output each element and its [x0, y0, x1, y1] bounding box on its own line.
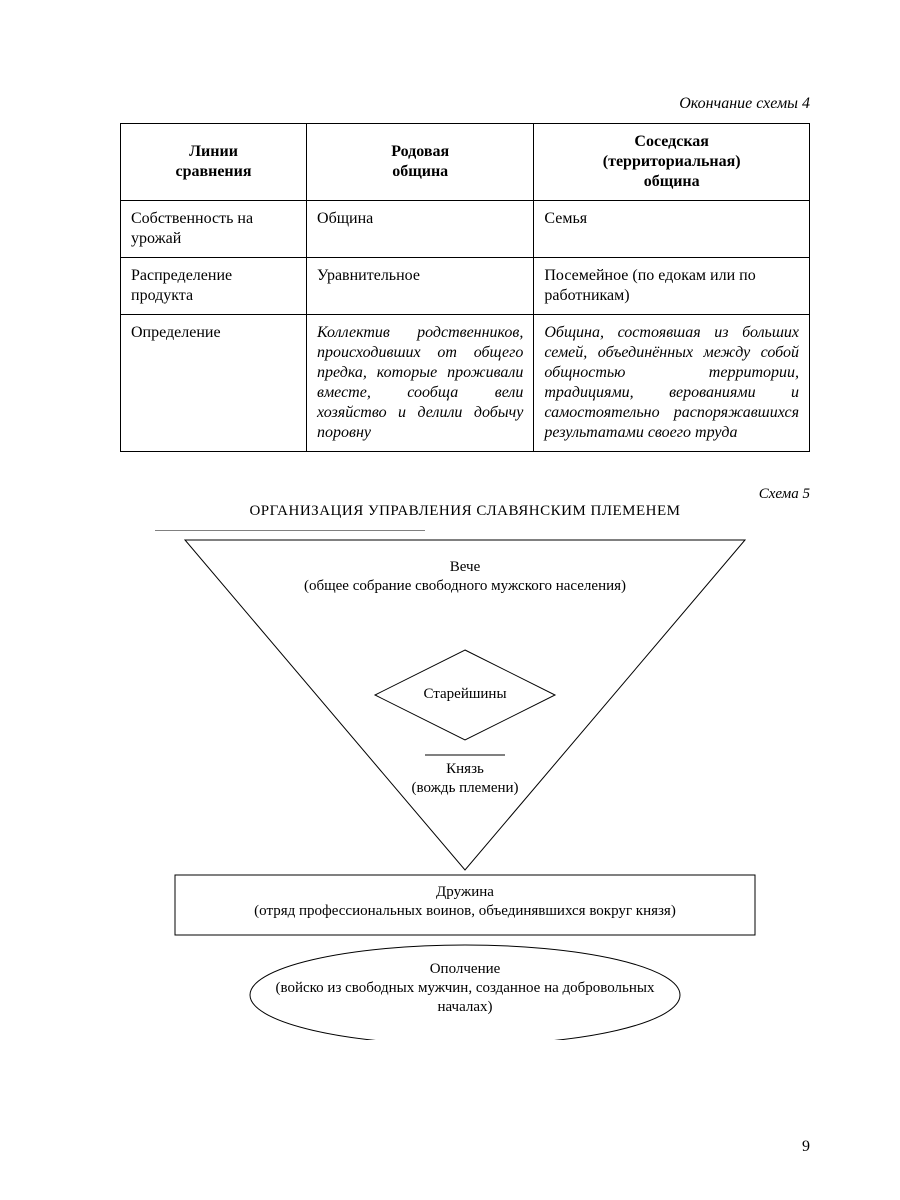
node-veche: Вече (общее собрание свободного мужского… — [285, 558, 645, 596]
table-header-cell: Соседская (территориальная) община — [534, 124, 810, 201]
node-title: Дружина — [185, 883, 745, 902]
table-row: Определение Коллектив родствен­ников, пр… — [121, 315, 810, 452]
node-title: Князь — [335, 760, 595, 779]
node-elders: Старейшины — [375, 685, 555, 704]
table-cell: Община, состоявшая из больших семей, объ… — [534, 315, 810, 452]
table-header-cell: Линии сравнения — [121, 124, 307, 201]
node-opolchenie: Ополчение (войско из свободных мужчин, с… — [275, 960, 655, 1016]
node-sub: (отряд профессиональных воинов, объединя… — [185, 902, 745, 921]
col-label: Родовая община — [391, 143, 449, 180]
page-number: 9 — [802, 1138, 810, 1156]
node-druzhina: Дружина (отряд профессиональных воинов, … — [185, 883, 745, 921]
node-title: Вече — [285, 558, 645, 577]
table-cell: Распределение продукта — [121, 258, 307, 315]
table-cell: Собственность на урожай — [121, 201, 307, 258]
node-sub: (войско из свободных мужчин, созданное н… — [275, 979, 655, 1017]
table-cell: Община — [307, 201, 534, 258]
col-label: Соседская (территориальная) община — [603, 133, 741, 190]
table-cell: Определение — [121, 315, 307, 452]
table-row: Собственность на урожай Община Семья — [121, 201, 810, 258]
org-diagram: Вече (общее собрание свободного мужского… — [155, 530, 775, 1040]
diagram-title: ОРГАНИЗАЦИЯ УПРАВЛЕНИЯ СЛАВЯНСКИМ ПЛЕМЕН… — [120, 503, 810, 520]
node-sub: (вождь племени) — [335, 779, 595, 798]
table-cell: Уравнительное — [307, 258, 534, 315]
table-continuation-caption: Окончание схемы 4 — [120, 95, 810, 113]
table-cell: Семья — [534, 201, 810, 258]
diagram-number-label: Схема 5 — [120, 486, 810, 503]
table-row: Распределение продукта Уравнительное Пос… — [121, 258, 810, 315]
table-cell: Коллектив родствен­ников, происходив­ших… — [307, 315, 534, 452]
table-cell: Посемейное (по едокам или по работникам) — [534, 258, 810, 315]
node-title: Старейшины — [375, 685, 555, 704]
col-label: Линии сравнения — [175, 143, 251, 180]
node-title: Ополчение — [275, 960, 655, 979]
comparison-table: Линии сравнения Родовая община Соседская… — [120, 123, 810, 452]
node-sub: (общее собрание свободного мужского насе… — [285, 577, 645, 596]
page: Окончание схемы 4 Линии сравнения Родова… — [0, 0, 900, 1200]
node-knyaz: Князь (вождь племени) — [335, 760, 595, 798]
table-header-row: Линии сравнения Родовая община Соседская… — [121, 124, 810, 201]
table-header-cell: Родовая община — [307, 124, 534, 201]
